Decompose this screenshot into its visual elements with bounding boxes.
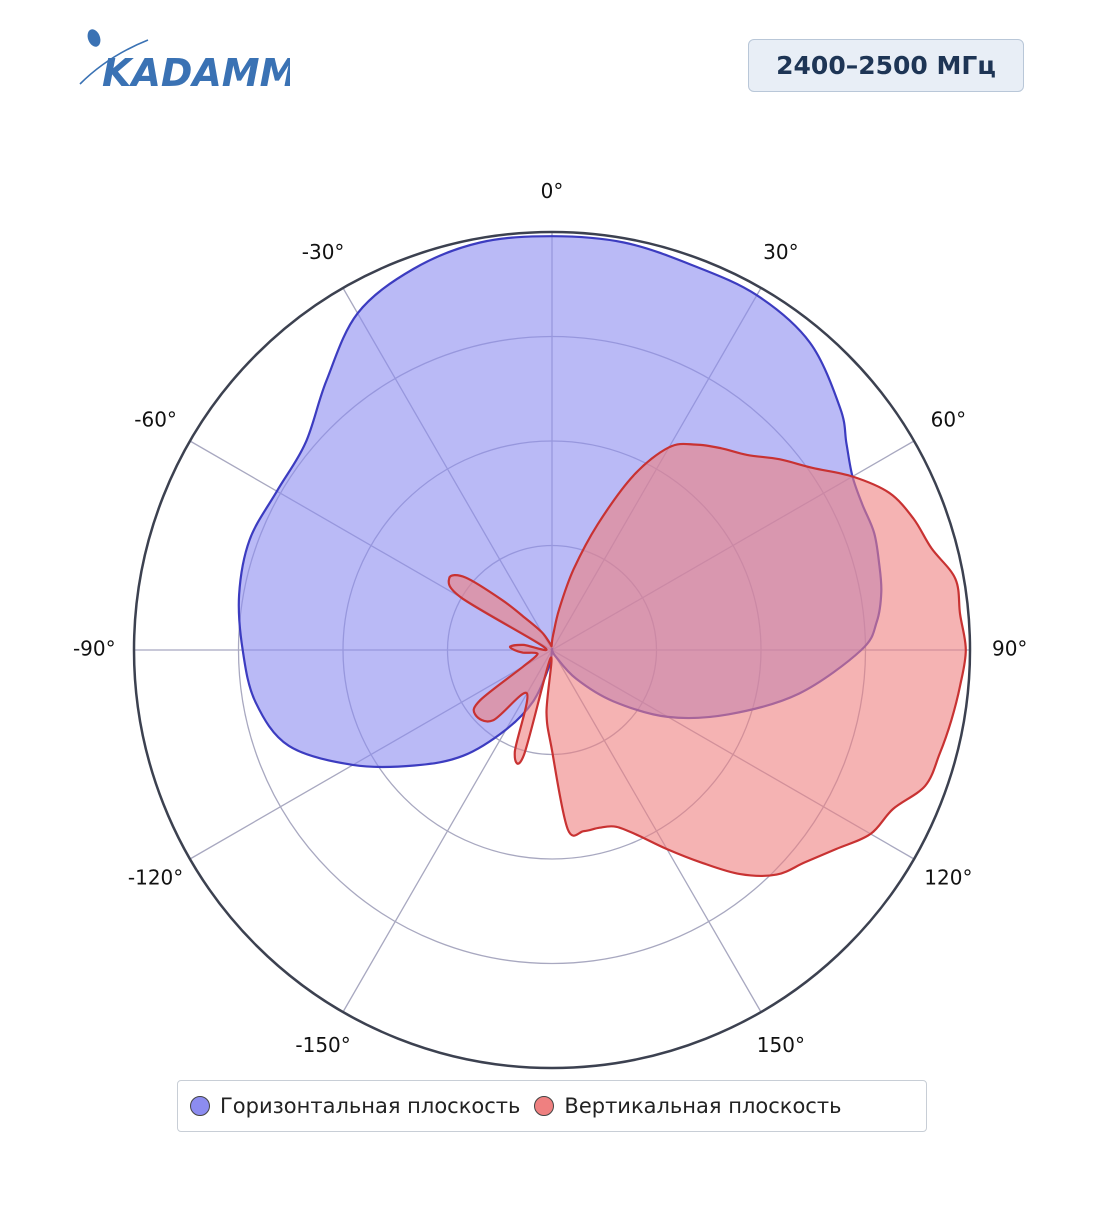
angular-tick-label: 90° xyxy=(992,637,1027,661)
logo-drop-shape xyxy=(87,29,101,47)
angular-tick-label: -60° xyxy=(134,408,177,432)
legend-swatch-horizontal xyxy=(190,1096,210,1116)
polar-plot-svg: 0° 30° 60° 90° 120° 150° -150° -120° -90° -60° -30… xyxy=(73,179,1027,1070)
angular-tick-label: -120° xyxy=(128,865,183,889)
polar-radiation-chart: 0° 30° 60° 90° 120° 150° -150° -120° -90° -60° -30… xyxy=(0,150,1104,1080)
outer-ring-layer xyxy=(132,230,972,1070)
series-vertical-area xyxy=(447,442,967,877)
frequency-band-badge: 2400–2500 МГц xyxy=(748,39,1024,92)
kadamm-logo-graphic: KADAMM xyxy=(79,29,298,95)
angular-tick-label: 0° xyxy=(541,179,564,203)
angular-tick-label: 120° xyxy=(924,865,972,889)
legend-item-horizontal: Горизонтальная плоскость xyxy=(190,1094,520,1118)
series-layer xyxy=(237,235,967,877)
angular-tick-label: 60° xyxy=(931,408,966,432)
outer-ring xyxy=(132,230,972,1070)
legend-label-vertical: Вертикальная плоскость xyxy=(564,1094,842,1118)
angular-tick-label: -150° xyxy=(295,1033,350,1057)
angular-tick-label: -90° xyxy=(73,637,116,661)
angular-tick-labels: 0° 30° 60° 90° 120° 150° -150° -120° -90° -60° -30… xyxy=(73,179,1027,1057)
legend-swatch-vertical xyxy=(534,1096,555,1116)
logo-swoosh xyxy=(79,39,149,85)
logo-text: KADAMM xyxy=(102,51,290,92)
chart-legend: Горизонтальная плоскость Вертикальная пл… xyxy=(177,1080,927,1132)
legend-item-vertical: Вертикальная плоскость xyxy=(534,1094,841,1118)
legend-label-horizontal: Горизонтальная плоскость xyxy=(220,1094,521,1118)
angular-tick-label: 150° xyxy=(757,1033,805,1057)
frequency-band-label: 2400–2500 МГц xyxy=(776,51,996,80)
angular-tick-label: 30° xyxy=(763,240,798,264)
kadamm-logo: KADAMM xyxy=(78,26,298,95)
angular-tick-label: -30° xyxy=(302,240,345,264)
